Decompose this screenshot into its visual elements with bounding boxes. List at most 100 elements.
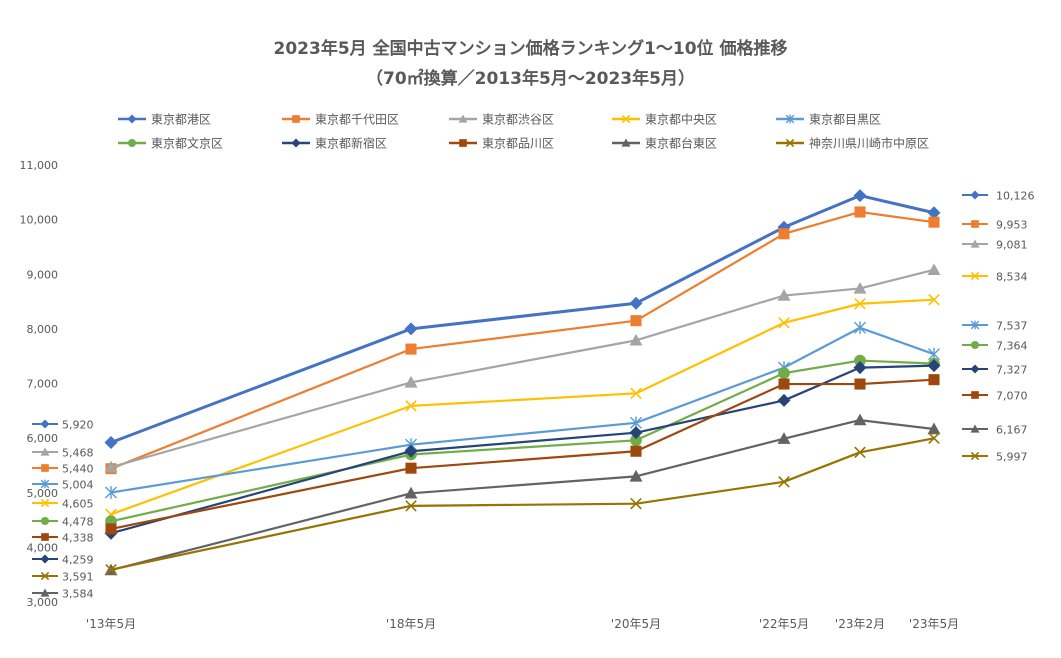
legend-marker-shape — [621, 114, 631, 124]
y-tick-label: 6,000 — [27, 432, 59, 445]
data-point — [630, 434, 642, 447]
data-point-shape — [629, 296, 643, 310]
data-point — [405, 462, 417, 474]
data-point — [777, 289, 791, 301]
chart-title: 2023年5月 全国中古マンション価格ランキング1〜10位 価格推移 — [273, 39, 788, 59]
data-point-shape — [854, 354, 866, 367]
data-point-shape — [104, 486, 118, 499]
legend-marker — [291, 138, 301, 148]
start-value-label: 4,259 — [62, 554, 94, 567]
legend-marker-shape — [127, 114, 137, 124]
data-point-shape — [853, 281, 867, 294]
data-point-shape — [777, 393, 791, 407]
end-value-label: 7,364 — [996, 340, 1028, 353]
data-point — [404, 444, 418, 458]
chart-subtitle: （70㎡換算／2013年5月〜2023年5月） — [366, 69, 695, 89]
data-point-shape — [927, 206, 941, 220]
data-point — [630, 315, 642, 327]
start-value-label: 4,338 — [62, 532, 94, 545]
start-label-marker — [41, 464, 49, 472]
legend-marker-shape — [785, 114, 795, 124]
legend-marker — [621, 138, 631, 147]
legend-marker — [459, 139, 467, 147]
end-value-label: 8,534 — [996, 271, 1028, 284]
y-tick-label: 9,000 — [27, 268, 59, 281]
data-point — [105, 563, 117, 576]
series-line — [110, 418, 935, 572]
start-value-label: 5,920 — [62, 419, 94, 432]
start-label-marker — [40, 554, 50, 564]
start-label-marker-shape — [40, 498, 50, 508]
series-line — [110, 210, 935, 470]
data-point-shape — [104, 435, 118, 449]
data-point — [630, 445, 642, 457]
legend-marker — [785, 114, 795, 124]
data-point — [854, 297, 866, 310]
series — [104, 359, 941, 540]
data-point-shape — [778, 367, 790, 379]
start-label-marker — [40, 419, 50, 429]
start-label-marker-shape — [40, 571, 50, 581]
start-label-marker — [40, 588, 50, 597]
start-label-marker-shape — [40, 447, 50, 456]
data-point-shape — [778, 476, 790, 488]
end-value-label: 7,070 — [996, 390, 1028, 403]
data-point — [778, 367, 790, 379]
x-tick-label: '23年2月 — [835, 617, 885, 631]
legend-marker — [292, 115, 300, 123]
data-point-shape — [404, 486, 418, 499]
legend-label: 神奈川県川崎市中原区 — [809, 136, 929, 151]
x-tick-label: '22年5月 — [759, 617, 809, 631]
data-point-shape — [405, 462, 417, 474]
data-point-shape — [853, 413, 867, 426]
start-label-marker — [40, 479, 50, 489]
legend-label: 東京都文京区 — [151, 136, 223, 151]
data-point-shape — [777, 432, 791, 444]
data-point-shape — [405, 343, 417, 355]
data-point — [927, 263, 941, 276]
start-label-marker-shape — [40, 554, 50, 564]
start-label-marker-shape — [41, 464, 49, 472]
legend-marker-shape — [292, 115, 300, 123]
data-point — [927, 206, 941, 220]
end-label-marker — [970, 271, 980, 281]
data-point — [853, 281, 867, 294]
data-point-shape — [105, 523, 117, 535]
data-point-shape — [405, 400, 417, 412]
end-label-marker-shape — [970, 271, 980, 281]
data-point-shape — [404, 444, 418, 458]
y-tick-label: 7,000 — [27, 378, 59, 391]
start-label-marker — [40, 447, 50, 456]
x-tick-label: '23年5月 — [909, 617, 959, 631]
data-point-shape — [105, 563, 117, 576]
start-label-marker-shape — [40, 419, 50, 429]
series-line — [110, 378, 935, 530]
x-tick-label: '20年5月 — [611, 617, 661, 631]
start-value-label: 3,584 — [62, 588, 94, 601]
x-tick-label: '18年5月 — [386, 617, 436, 631]
data-point-shape — [854, 206, 866, 218]
end-label-marker — [971, 391, 979, 399]
data-point-shape — [928, 374, 940, 386]
legend-label: 東京都目黒区 — [809, 113, 881, 127]
legend-marker — [458, 114, 468, 123]
end-value-label: 10,126 — [996, 190, 1035, 203]
end-label-marker-shape — [970, 320, 980, 330]
legend-marker-shape — [291, 138, 301, 148]
start-label-marker — [41, 533, 49, 541]
end-label-marker-shape — [971, 220, 979, 228]
data-point-shape — [629, 426, 643, 440]
data-point — [405, 343, 417, 355]
y-tick-label: 4,000 — [27, 541, 59, 554]
data-point — [853, 361, 867, 375]
end-label-marker-shape — [970, 424, 980, 433]
legend-label: 東京都品川区 — [482, 137, 554, 151]
start-label-marker-shape — [40, 516, 50, 526]
end-label-marker-shape — [970, 364, 980, 374]
data-point-shape — [629, 333, 643, 346]
series-line — [110, 326, 935, 494]
series — [104, 189, 941, 449]
data-point — [928, 432, 940, 445]
end-label-marker — [971, 220, 979, 228]
